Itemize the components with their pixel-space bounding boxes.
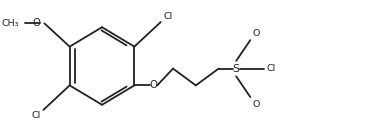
Text: CH₃: CH₃ bbox=[1, 19, 19, 28]
Text: Cl: Cl bbox=[164, 12, 173, 21]
Text: O: O bbox=[252, 29, 259, 38]
Text: O: O bbox=[252, 100, 259, 109]
Text: Cl: Cl bbox=[31, 111, 41, 120]
Text: S: S bbox=[233, 64, 240, 74]
Text: O: O bbox=[150, 80, 158, 90]
Text: O: O bbox=[32, 18, 40, 28]
Text: Cl: Cl bbox=[267, 64, 276, 73]
